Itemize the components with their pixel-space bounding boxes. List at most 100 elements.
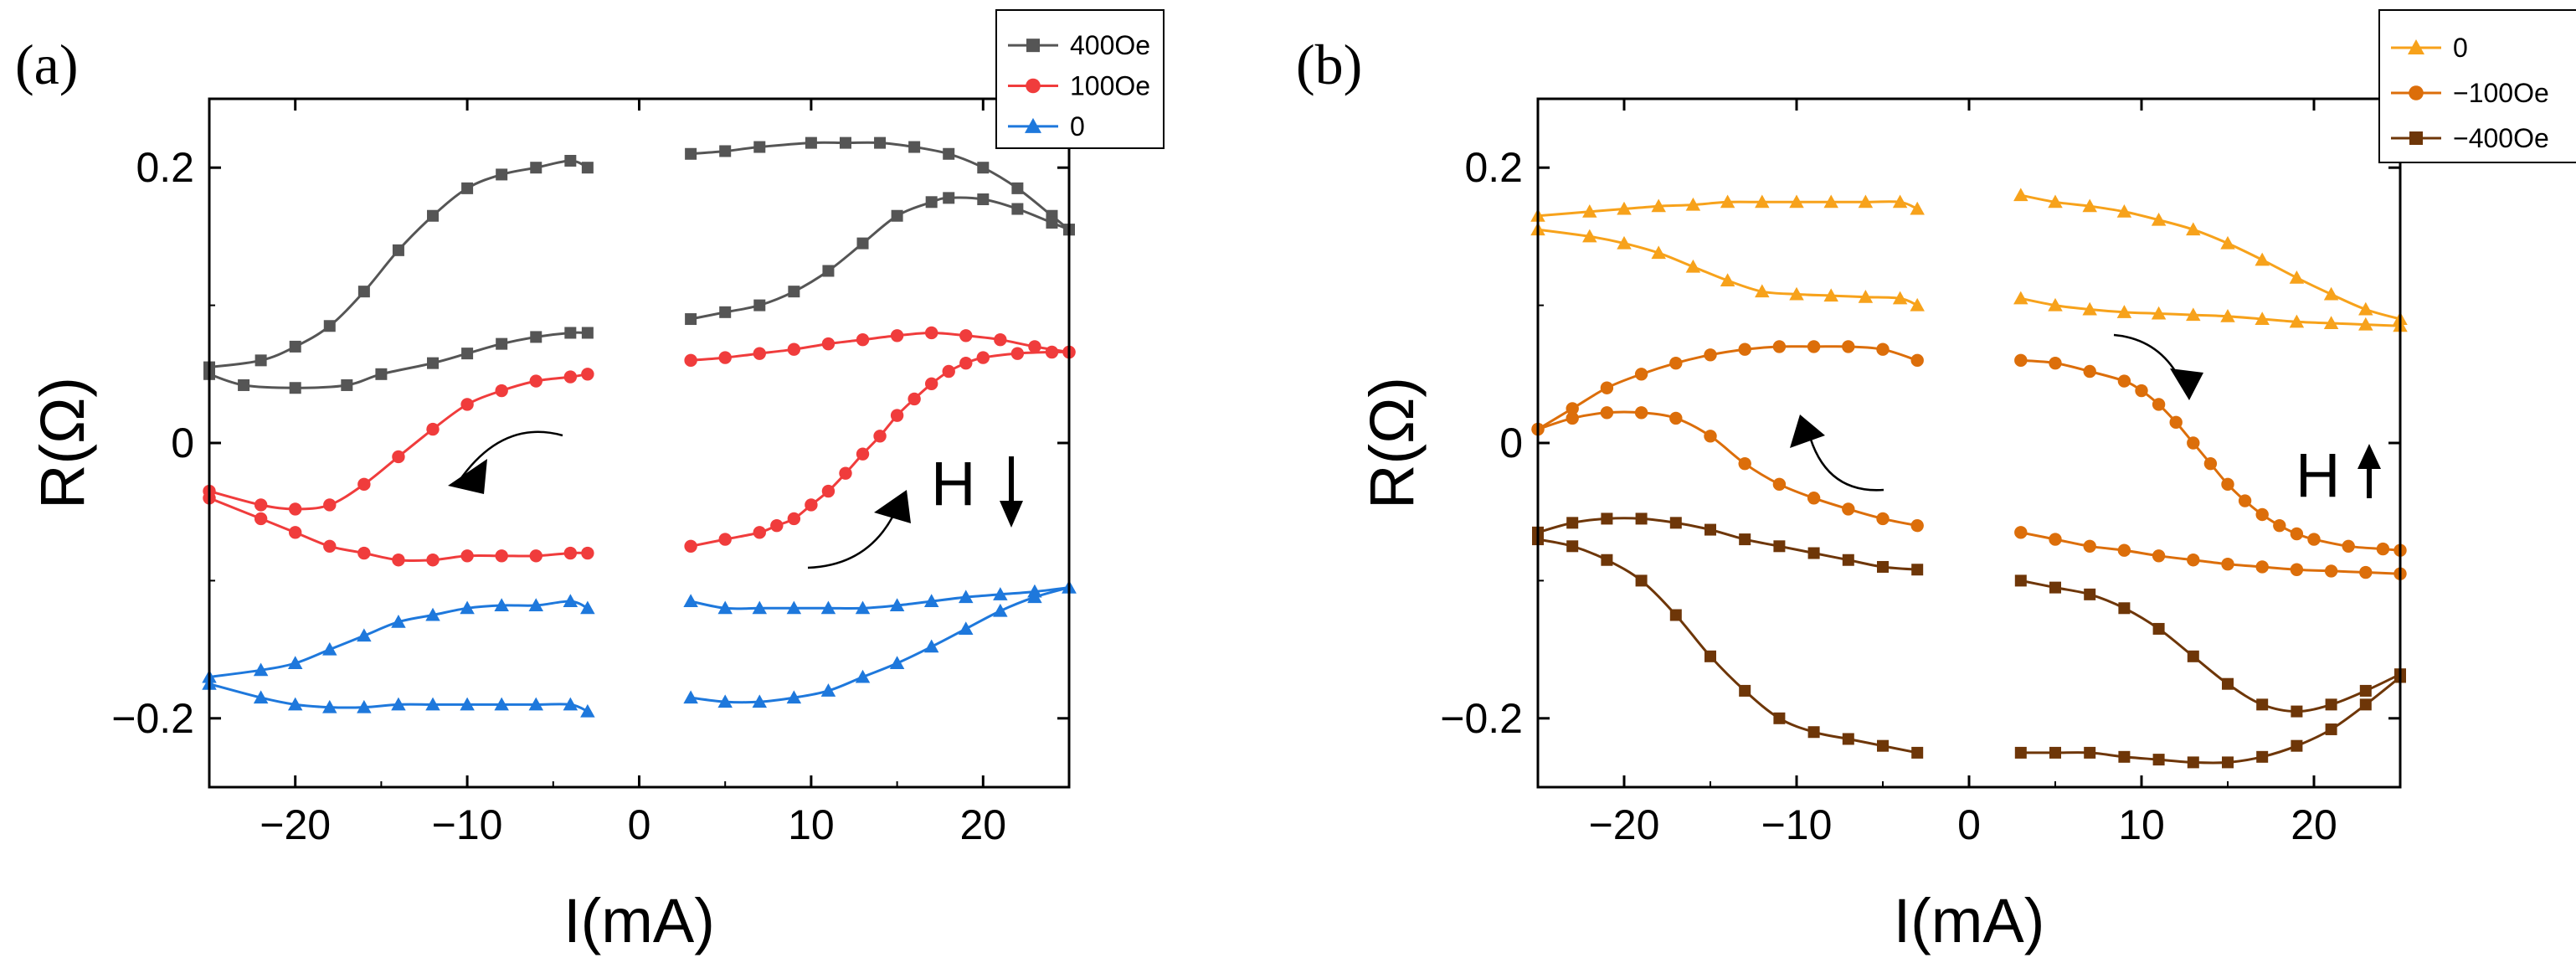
data-point xyxy=(1842,340,1855,353)
data-point xyxy=(357,477,371,492)
data-point xyxy=(923,594,939,608)
data-point xyxy=(341,379,353,391)
legend-label: 0 xyxy=(1070,111,1085,142)
data-point xyxy=(1617,235,1632,250)
data-point xyxy=(1910,201,1925,215)
x-tick-label: 10 xyxy=(788,801,835,848)
data-point xyxy=(2358,317,2373,331)
data-point xyxy=(460,697,475,711)
data-point xyxy=(787,512,801,526)
data-point xyxy=(786,600,802,615)
data-point xyxy=(2255,507,2269,522)
data-point xyxy=(2116,305,2132,318)
data-point xyxy=(821,337,836,351)
data-point xyxy=(2238,494,2252,507)
data-point xyxy=(1842,554,1854,566)
data-point xyxy=(1635,512,1648,525)
data-point xyxy=(753,141,766,153)
data-point xyxy=(563,546,578,560)
series-line-1-0 xyxy=(208,373,589,511)
series-line-1-3 xyxy=(2020,531,2401,575)
data-point xyxy=(753,299,766,312)
data-point xyxy=(1739,533,1751,546)
series-line-2-3 xyxy=(2020,676,2401,765)
data-point xyxy=(2151,306,2167,320)
legend-label: −100Oe xyxy=(2453,78,2549,108)
data-point xyxy=(461,348,474,360)
data-point xyxy=(564,327,577,339)
series-0 xyxy=(203,136,1075,394)
data-point xyxy=(1789,286,1804,301)
data-point xyxy=(839,466,852,480)
data-point xyxy=(2359,698,2372,711)
data-point xyxy=(426,422,440,436)
data-point xyxy=(1635,574,1648,587)
data-point xyxy=(1755,194,1770,209)
data-point xyxy=(788,286,800,298)
data-point xyxy=(1892,291,1908,305)
data-point xyxy=(2325,698,2337,711)
data-point xyxy=(1755,284,1770,298)
data-point xyxy=(1910,518,1924,533)
field-arrowhead-up xyxy=(2357,444,2381,469)
legend-label: 0 xyxy=(2453,33,2468,63)
panel-label: (b) xyxy=(1296,33,1362,96)
x-tick-label: 20 xyxy=(959,801,1006,848)
data-point xyxy=(580,703,595,718)
data-point xyxy=(2152,754,2165,766)
data-point xyxy=(1566,517,1579,529)
data-point xyxy=(496,168,508,181)
data-point xyxy=(495,549,508,563)
sweep-arrowhead-left xyxy=(448,459,487,494)
data-point xyxy=(2187,436,2200,450)
y-tick-label: 0 xyxy=(1499,420,1523,466)
data-point xyxy=(2186,222,2201,236)
data-point xyxy=(1842,502,1855,516)
data-point xyxy=(1823,288,1838,302)
data-point xyxy=(322,699,337,713)
data-point xyxy=(2152,622,2165,635)
data-point xyxy=(977,193,990,206)
data-point xyxy=(2323,316,2339,329)
data-point xyxy=(1566,402,1579,415)
field-label-a: H xyxy=(931,449,975,518)
y-tick-label: −0.2 xyxy=(111,695,194,742)
data-point xyxy=(873,430,887,443)
data-point xyxy=(891,209,903,222)
data-point xyxy=(2083,364,2096,379)
data-point xyxy=(2048,297,2063,312)
data-point xyxy=(787,342,801,356)
series-line-1-1 xyxy=(1537,410,1918,528)
data-point xyxy=(581,368,594,381)
data-point xyxy=(874,136,887,149)
data-point xyxy=(2290,563,2304,576)
data-point xyxy=(924,377,938,391)
data-point xyxy=(2342,539,2355,553)
data-point xyxy=(856,447,870,461)
data-point xyxy=(2359,565,2373,579)
data-point xyxy=(683,690,698,704)
series-1 xyxy=(1531,340,2407,580)
sweep-arrow-left xyxy=(457,430,563,482)
plot-area xyxy=(202,136,1077,718)
data-point xyxy=(820,600,836,615)
data-point xyxy=(289,382,301,394)
data-point xyxy=(357,628,372,642)
data-point xyxy=(1669,609,1682,621)
data-point xyxy=(820,683,836,697)
data-point xyxy=(1582,229,1597,243)
data-point xyxy=(2117,374,2131,388)
data-point xyxy=(425,607,440,621)
data-point xyxy=(753,526,766,539)
data-point xyxy=(289,502,302,516)
data-point xyxy=(1807,547,1820,559)
data-point xyxy=(1600,406,1614,420)
data-point xyxy=(786,690,802,704)
series-line-1-2 xyxy=(2020,358,2401,552)
legend-marker xyxy=(1026,78,1041,94)
data-point xyxy=(856,237,869,250)
data-point xyxy=(1738,342,1751,356)
data-point xyxy=(2376,542,2390,556)
data-point xyxy=(1858,289,1874,303)
